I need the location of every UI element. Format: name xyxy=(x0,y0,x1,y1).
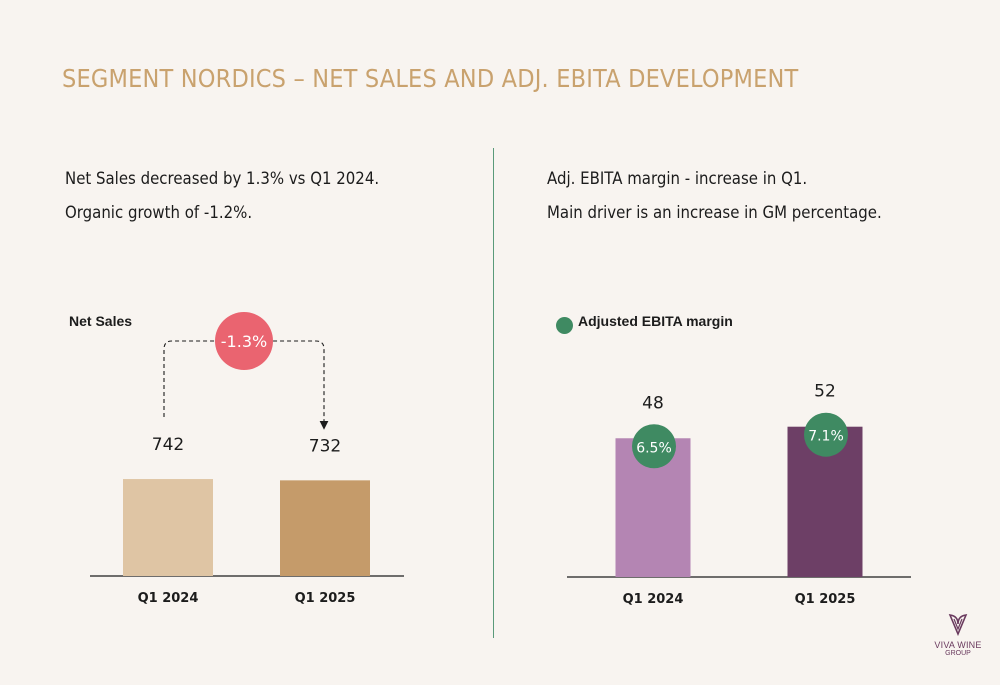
ebita-value-label: 52 xyxy=(814,382,836,402)
logo-sub: GROUP xyxy=(945,650,971,657)
page-title: SEGMENT NORDICS – NET SALES AND ADJ. EBI… xyxy=(62,64,799,93)
net-sales-value-label: 732 xyxy=(309,436,341,456)
left-text-line-2: Organic growth of -1.2%. xyxy=(65,203,253,223)
right-text-line-2: Main driver is an increase in GM percent… xyxy=(547,203,882,223)
left-text-line-1: Net Sales decreased by 1.3% vs Q1 2024. xyxy=(65,169,380,189)
ebita-category-label: Q1 2025 xyxy=(795,592,856,607)
right-text-line-1: Adj. EBITA margin - increase in Q1. xyxy=(547,169,808,189)
net-sales-chart: 742 Q1 2024 732 Q1 2025 -1.3% xyxy=(90,312,404,606)
net-sales-bar-q1-2024 xyxy=(123,479,213,576)
ebita-margin-badge xyxy=(804,412,848,457)
net-sales-bar-q1-2025 xyxy=(280,480,370,576)
net-sales-category-label: Q1 2024 xyxy=(138,591,199,606)
ebita-value-label: 48 xyxy=(642,393,664,413)
viva-wine-logo-icon xyxy=(948,614,968,637)
ebita-margin-badge xyxy=(632,424,676,469)
net-sales-category-label: Q1 2025 xyxy=(295,591,356,606)
viva-wine-logo: VIVA WINE GROUP xyxy=(930,612,986,658)
ebita-category-label: Q1 2024 xyxy=(623,592,684,607)
net-sales-change-connector xyxy=(163,340,329,430)
ebita-margin-label: 7.1% xyxy=(808,429,844,445)
ebita-legend: Adjusted EBITA margin xyxy=(578,313,733,329)
ebita-margin-label: 6.5% xyxy=(636,440,672,456)
ebita-chart: 48 6.5% Q1 2024 52 7.1% Q1 2025 xyxy=(567,382,911,607)
panel-divider xyxy=(493,148,494,638)
net-sales-legend: Net Sales xyxy=(69,313,133,329)
logo-name: VIVA WINE xyxy=(934,640,982,650)
ebita-legend-marker xyxy=(556,317,573,334)
net-sales-change-label: -1.3% xyxy=(221,332,267,351)
net-sales-change-badge xyxy=(215,312,273,370)
net-sales-value-label: 742 xyxy=(152,435,184,455)
